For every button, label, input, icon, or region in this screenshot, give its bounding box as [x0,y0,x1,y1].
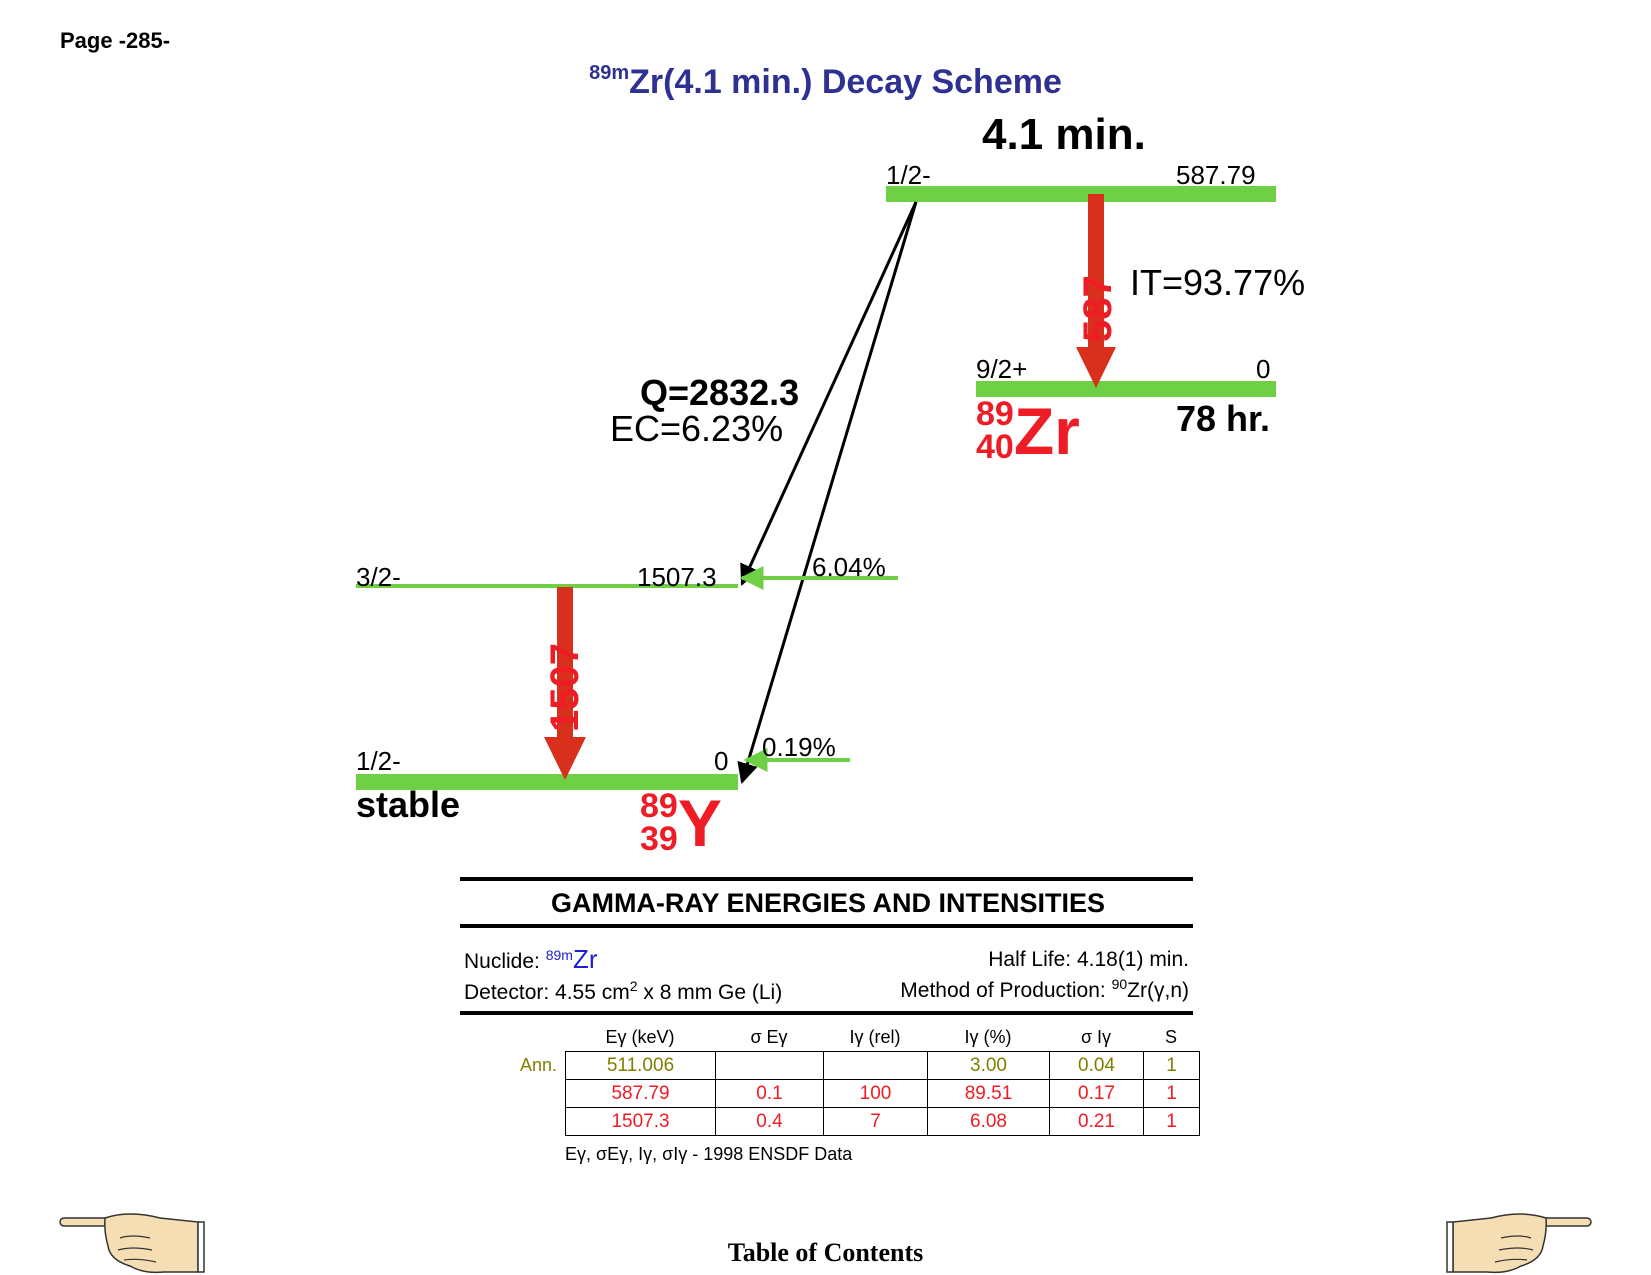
gamma-table-heading: GAMMA-RAY ENERGIES AND INTENSITIES [550,888,1106,918]
y-gamma-arrow-head [544,737,586,780]
table-footnote: Eγ, σEγ, Iγ, σIγ - 1998 ENSDF Data [565,1144,853,1164]
parent-spin: 1/2- [886,160,931,190]
page-number: Page -285- [60,28,171,53]
table-row: 587.79 0.1 100 89.51 0.17 1 [565,1079,1200,1108]
table-cell: 100 [823,1079,928,1108]
zr-nuclide-label: 89 40 Zr [976,395,1080,466]
table-cell: 89.51 [927,1079,1050,1108]
table-cell: 511.006 [565,1051,716,1080]
y-ground-spin: 1/2- [356,746,401,776]
it-branch-label: IT=93.77% [1130,262,1306,303]
col-header-sigma-energy: σ Eγ [750,1027,788,1047]
y-nuclide-label: 89 39 Y [640,787,722,858]
ec-arrow-to-ground [737,201,918,785]
col-header-energy: Eγ (keV) [605,1027,675,1047]
parent-halflife: 4.1 min. [982,110,1146,159]
table-cell: 7 [823,1107,928,1136]
ec-branch-label: EC=6.23% [610,408,784,449]
half-life-info: Half Life: 4.18(1) min. [988,948,1189,971]
y-ground-level-line [356,774,738,790]
title-text: Zr(4.1 min.) Decay Scheme [629,63,1062,101]
zr-ground-energy: 0 [1256,354,1271,384]
y-gamma-arrow-shaft [557,587,573,739]
y-excited-level-line [356,584,738,588]
nuclide-label: Nuclide: [464,950,540,973]
table-info-rule [460,1011,1193,1015]
table-top-rule [460,877,1193,881]
table-cell: 3.00 [927,1051,1050,1080]
table-cell [715,1051,824,1080]
zr-ground-spin: 9/2+ [976,354,1028,384]
table-cell: 1 [1143,1079,1200,1108]
y-atomic-number: 39 [640,820,678,858]
gamma-table: 511.006 3.00 0.04 1 587.79 0.1 100 89.51… [565,1051,1200,1136]
table-cell: 1 [1143,1107,1200,1136]
y-excited-feed: 6.04% [812,552,886,582]
col-header-rel-intensity: Iγ (rel) [849,1027,901,1047]
pointing-hand-left-icon[interactable] [59,1213,205,1274]
table-cell: 0.4 [715,1107,824,1136]
nuclide-info: Nuclide: 89mZr [464,944,598,975]
table-row: 511.006 3.00 0.04 1 [565,1051,1200,1080]
zr-atomic-number: 40 [976,428,1014,466]
detector-sup: 2 [629,978,638,994]
nuclide-sup: 89m [545,947,573,963]
it-gamma-arrow-shaft [1088,194,1104,349]
y-ground-halflife: stable [356,784,461,825]
table-of-contents-link[interactable]: Table of Contents [727,1238,924,1267]
col-header-sigma-intensity: σ Iγ [1080,1027,1112,1047]
col-header-s: S [1164,1027,1177,1047]
table-heading-rule [460,924,1193,928]
y-excited-spin: 3/2- [356,562,401,592]
detector-text: Detector: 4.55 cm [464,981,630,1004]
production-sup: 90 [1111,976,1128,992]
table-cell: 6.08 [927,1107,1050,1136]
production-text: Method of Production: [900,979,1112,1002]
ec-arrow-to-1507 [740,201,918,586]
production-text-2: Zr(γ,n) [1127,979,1189,1002]
it-gamma-arrow-head [1076,347,1116,388]
y-mass-number: 89 [640,787,678,825]
production-info: Method of Production: 90Zr(γ,n) [900,976,1189,1003]
y-gamma-label: 1507 [543,643,587,732]
it-gamma-label: 587 [1076,275,1120,342]
detector-info: Detector: 4.55 cm2 x 8 mm Ge (Li) [464,978,782,1005]
page-title: 89mZr(4.1 min.) Decay Scheme [0,62,1651,102]
detector-text-2: x 8 mm Ge (Li) [637,981,783,1004]
zr-ground-halflife: 78 hr. [1176,398,1271,439]
table-row: 1507.3 0.4 7 6.08 0.21 1 [565,1107,1200,1136]
parent-energy: 587.79 [1176,160,1256,190]
zr-mass-number: 89 [976,395,1014,433]
pointing-hand-right-icon[interactable] [1446,1213,1592,1274]
parent-level-line [886,186,1276,202]
y-symbol: Y [677,786,722,860]
table-cell: 1507.3 [565,1107,716,1136]
col-header-pct-intensity: Iγ (%) [964,1027,1012,1047]
table-cell: 0.1 [715,1079,824,1108]
row-tag-ann: Ann. [520,1055,558,1075]
title-superscript: 89m [589,62,630,84]
table-cell: 0.17 [1049,1079,1144,1108]
q-value: Q=2832.3 [640,372,800,413]
y-ground-energy: 0 [714,746,729,776]
zr-symbol: Zr [1013,394,1080,468]
table-cell: 0.21 [1049,1107,1144,1136]
y-ground-feed: 0.19% [762,732,836,762]
nuclide-symbol: Zr [572,944,598,974]
table-cell: 1 [1143,1051,1200,1080]
table-cell: 587.79 [565,1079,716,1108]
y-excited-energy: 1507.3 [637,562,717,592]
table-cell [823,1051,928,1080]
zr-ground-level-line [976,381,1276,397]
table-cell: 0.04 [1049,1051,1144,1080]
